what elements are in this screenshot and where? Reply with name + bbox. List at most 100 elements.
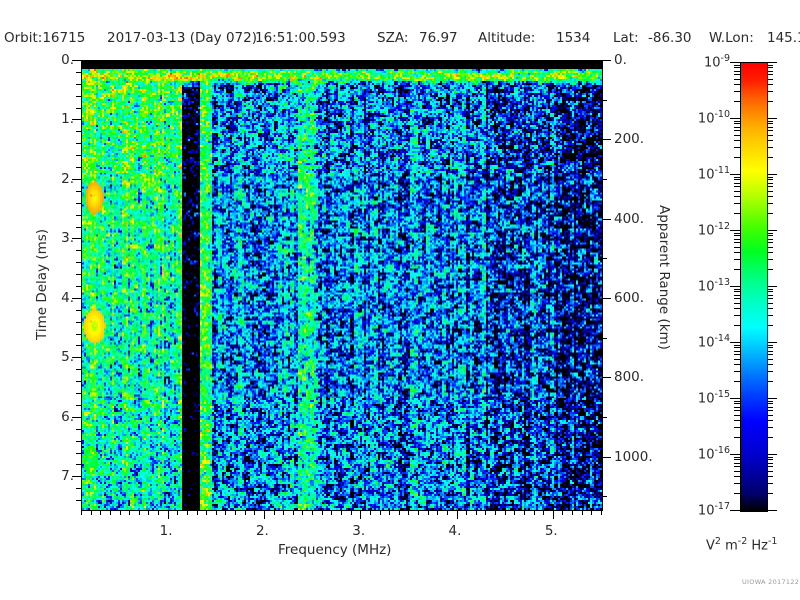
- y2-minor-tick: [602, 258, 607, 259]
- colorbar-mantissa: 10: [697, 447, 715, 463]
- colorbar-minor-tick: [767, 466, 773, 467]
- colorbar-exponent: -10: [714, 109, 730, 120]
- lat-value: -86.30: [648, 30, 692, 46]
- colorbar-minor-tick: [767, 179, 773, 180]
- credit-watermark: UIOWA 20171221: [742, 578, 800, 586]
- colorbar-mantissa: 10: [697, 111, 715, 127]
- x-tick-label: 4.: [448, 523, 462, 539]
- x-minor-tick: [139, 510, 140, 515]
- colorbar-minor-tick: [767, 140, 773, 141]
- x-minor-tick: [91, 510, 92, 515]
- y-tick-label-right: 400.: [614, 210, 645, 227]
- colorbar-mantissa: 10: [697, 279, 715, 295]
- x-minor-tick: [187, 510, 188, 515]
- x-minor-tick: [235, 510, 236, 515]
- x-minor-tick: [351, 510, 352, 515]
- x-major-tick: [360, 510, 361, 519]
- y-minor-tick: [76, 227, 81, 228]
- observation-date: 2017-03-13 (Day 072): [107, 30, 257, 46]
- colorbar-minor-tick: [767, 259, 773, 260]
- colorbar-minor-tick: [734, 67, 740, 68]
- colorbar-mantissa: 10: [697, 391, 715, 407]
- y2-major-tick: [602, 60, 611, 61]
- colorbar-minor-tick: [734, 186, 740, 187]
- colorbar-minor-tick: [767, 147, 773, 148]
- y2-major-tick: [602, 139, 611, 140]
- colorbar-minor-tick: [734, 315, 740, 316]
- colorbar-minor-tick: [767, 101, 773, 102]
- x-minor-tick: [293, 510, 294, 515]
- colorbar-exponent: -11: [714, 165, 730, 176]
- colorbar-minor-tick: [767, 67, 773, 68]
- x-major-tick: [168, 510, 169, 519]
- colorbar-minor-tick: [767, 84, 773, 85]
- colorbar-minor-tick: [734, 325, 740, 326]
- y-minor-tick: [76, 84, 81, 85]
- colorbar-minor-tick: [734, 179, 740, 180]
- y2-minor-tick: [602, 100, 607, 101]
- y-minor-tick: [76, 310, 81, 311]
- colorbar-tick-label: 10-9: [672, 53, 730, 70]
- y2-major-tick: [602, 457, 611, 458]
- x-minor-tick: [302, 510, 303, 515]
- wlon-value: 145.10: [767, 30, 800, 46]
- x-minor-tick: [389, 510, 390, 515]
- colorbar-minor-tick: [767, 345, 773, 346]
- colorbar-minor-tick: [734, 459, 740, 460]
- unit-m-exponent: -2: [737, 536, 748, 547]
- sza-label: SZA:: [377, 30, 409, 46]
- colorbar-gradient: [740, 62, 768, 512]
- colorbar-minor-tick: [734, 101, 740, 102]
- colorbar-minor-tick: [734, 415, 740, 416]
- y-major-tick: [72, 238, 81, 239]
- x-minor-tick: [495, 510, 496, 515]
- x-minor-tick: [582, 510, 583, 515]
- colorbar-tick-label: 10-16: [672, 445, 730, 462]
- y-minor-tick: [76, 464, 81, 465]
- colorbar-minor-tick: [767, 351, 773, 352]
- x-minor-tick: [331, 510, 332, 515]
- y-major-tick: [72, 60, 81, 61]
- x-minor-tick: [572, 510, 573, 515]
- x-minor-tick: [225, 510, 226, 515]
- colorbar-minor-tick: [767, 359, 773, 360]
- y-tick-label-right: 200.: [614, 131, 645, 148]
- x-minor-tick: [524, 510, 525, 515]
- colorbar-minor-tick: [767, 315, 773, 316]
- colorbar-minor-tick: [734, 269, 740, 270]
- colorbar-minor-tick: [767, 183, 773, 184]
- sza-value: 76.97: [419, 30, 458, 46]
- colorbar-minor-tick: [734, 354, 740, 355]
- x-minor-tick: [485, 510, 486, 515]
- y-tick-label-left: 7.: [61, 468, 74, 485]
- colorbar-minor-tick: [734, 308, 740, 309]
- colorbar-minor-tick: [734, 457, 740, 458]
- y-tick-label-right: 1000.: [614, 448, 653, 465]
- colorbar-minor-tick: [734, 295, 740, 296]
- y2-major-tick: [602, 377, 611, 378]
- colorbar-exponent: -16: [714, 445, 730, 456]
- y2-minor-tick: [602, 496, 607, 497]
- y-axis-title-left: Time Delay (ms): [34, 228, 50, 340]
- x-minor-tick: [216, 510, 217, 515]
- colorbar-minor-tick: [767, 289, 773, 290]
- colorbar-major-tick: [767, 342, 777, 343]
- colorbar-minor-tick: [734, 71, 740, 72]
- colorbar-minor-tick: [767, 123, 773, 124]
- colorbar-minor-tick: [734, 121, 740, 122]
- colorbar-minor-tick: [767, 127, 773, 128]
- x-minor-tick: [370, 510, 371, 515]
- colorbar-minor-tick: [767, 415, 773, 416]
- colorbar-minor-tick: [734, 407, 740, 408]
- colorbar-exponent: -15: [714, 389, 730, 400]
- colorbar-minor-tick: [734, 345, 740, 346]
- x-minor-tick: [466, 510, 467, 515]
- colorbar-tick-label: 10-14: [672, 333, 730, 350]
- y2-minor-tick: [602, 179, 607, 180]
- y-minor-tick: [76, 274, 81, 275]
- y-tick-label-left: 4.: [61, 289, 74, 306]
- y-tick-label-left: 1.: [61, 111, 74, 128]
- y-minor-tick: [76, 405, 81, 406]
- ionogram-plot-area: [81, 60, 603, 511]
- colorbar-minor-tick: [767, 420, 773, 421]
